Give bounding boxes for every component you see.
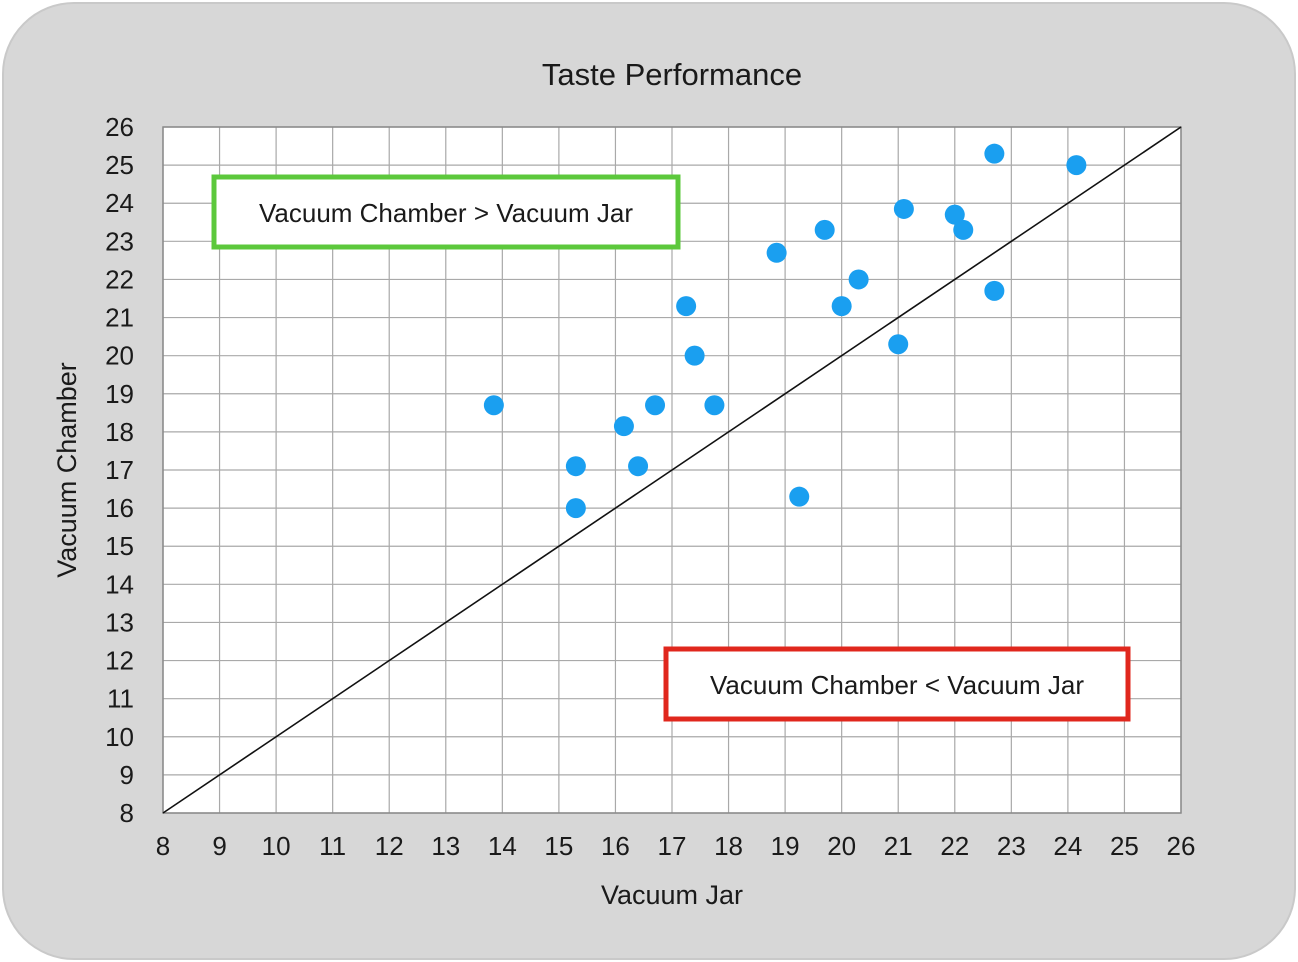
x-tick-label: 20 [827, 831, 856, 861]
data-point [984, 280, 1005, 301]
x-axis-label: Vacuum Jar [601, 880, 743, 910]
x-tick-label: 9 [212, 831, 226, 861]
data-point [565, 456, 586, 477]
y-tick-label: 19 [105, 379, 134, 409]
y-axis-label: Vacuum Chamber [52, 362, 82, 578]
chart-title: Taste Performance [542, 57, 802, 92]
data-point [814, 219, 835, 240]
x-tick-label: 10 [262, 831, 291, 861]
y-tick-label: 10 [105, 722, 134, 752]
y-tick-label: 14 [105, 569, 134, 599]
y-tick-label: 20 [105, 341, 134, 371]
x-tick-label: 12 [375, 831, 404, 861]
y-tick-label: 24 [105, 188, 134, 218]
y-tick-label: 9 [120, 760, 134, 790]
y-tick-label: 25 [105, 150, 134, 180]
data-point [888, 334, 909, 355]
data-point [944, 204, 965, 225]
x-tick-label: 21 [884, 831, 913, 861]
x-tick-label: 14 [488, 831, 517, 861]
annotation-below: Vacuum Chamber < Vacuum Jar [663, 646, 1131, 722]
data-point [704, 395, 725, 416]
x-tick-label: 22 [940, 831, 969, 861]
annotation-above: Vacuum Chamber > Vacuum Jar [211, 174, 681, 250]
y-tick-label: 23 [105, 226, 134, 256]
data-point [565, 498, 586, 519]
data-point [766, 242, 787, 263]
plot-frame [162, 126, 1182, 814]
x-tick-label: 15 [544, 831, 573, 861]
x-tick-label: 13 [431, 831, 460, 861]
y-tick-labels: 8 9 10 11 12 13 14 15 16 17 18 19 20 21 22 23 24 25 26 [105, 112, 134, 828]
reference-line [162, 126, 1182, 814]
y-tick-label: 18 [105, 417, 134, 447]
annotation-above-box [211, 174, 681, 250]
data-point [953, 219, 974, 240]
x-tick-label: 19 [771, 831, 800, 861]
data-point [684, 345, 705, 366]
data-point [831, 296, 852, 317]
data-point [984, 143, 1005, 164]
data-point [789, 486, 810, 507]
annotation-below-box [663, 646, 1131, 722]
data-point [628, 456, 649, 477]
y-tick-label: 22 [105, 264, 134, 294]
x-tick-label: 24 [1053, 831, 1082, 861]
x-tick-label: 8 [156, 831, 170, 861]
data-point [893, 198, 914, 219]
x-tick-label: 18 [714, 831, 743, 861]
data-point [1066, 155, 1087, 176]
y-tick-label: 15 [105, 531, 134, 561]
x-tick-label: 11 [319, 831, 346, 861]
y-tick-label: 17 [105, 455, 134, 485]
annotation-below-text: Vacuum Chamber < Vacuum Jar [710, 670, 1084, 700]
y-tick-label: 13 [105, 607, 134, 637]
annotation-above-text: Vacuum Chamber > Vacuum Jar [259, 198, 633, 228]
data-point [483, 395, 504, 416]
y-tick-label: 11 [107, 684, 134, 714]
y-tick-label: 8 [120, 798, 134, 828]
y-tick-label: 16 [105, 493, 134, 523]
x-tick-label: 25 [1110, 831, 1139, 861]
x-tick-label: 26 [1167, 831, 1196, 861]
y-tick-label: 21 [105, 303, 134, 333]
y-tick-label: 26 [105, 112, 134, 142]
x-tick-labels: 8 9 10 11 12 13 14 15 16 17 18 19 20 21 22 23 24 25 26 [156, 831, 1196, 861]
x-tick-label: 16 [601, 831, 630, 861]
x-tick-label: 17 [658, 831, 687, 861]
y-tick-label: 12 [105, 646, 134, 676]
data-point [645, 395, 666, 416]
data-point [613, 416, 634, 437]
data-points [483, 143, 1087, 519]
data-point [676, 296, 697, 317]
data-point [848, 269, 869, 290]
x-tick-label: 23 [997, 831, 1026, 861]
